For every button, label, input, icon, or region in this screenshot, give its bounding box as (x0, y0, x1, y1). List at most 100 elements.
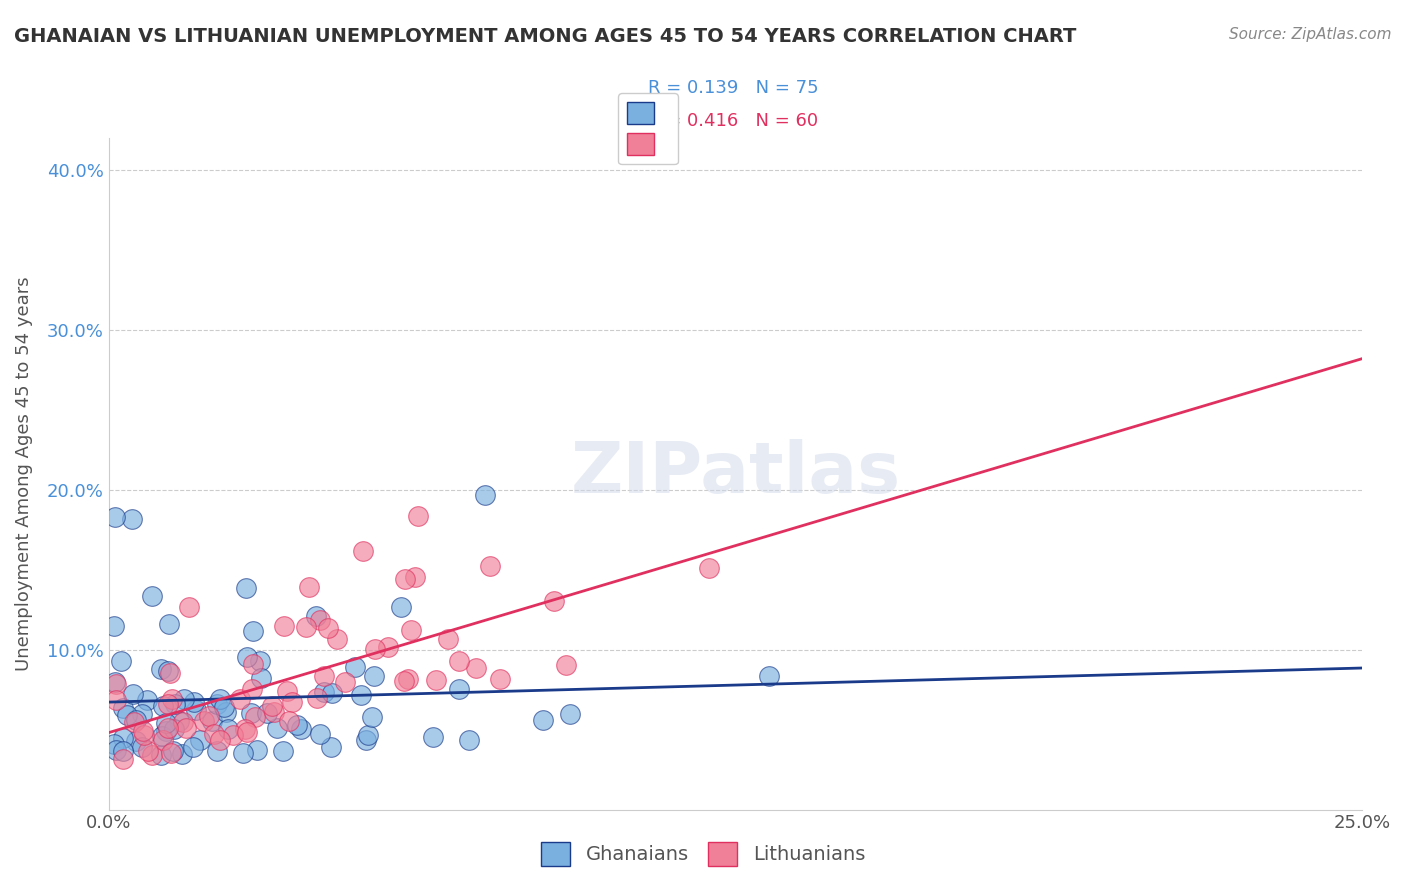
Point (404, 569, 426, 583)
Point (198, 708, 221, 723)
Point (295, 620, 318, 634)
Point (697, 561, 720, 575)
Legend: Ghanaians, Lithuanians: Ghanaians, Lithuanians (533, 834, 873, 873)
Point (356, 728, 378, 742)
Point (131, 740, 153, 755)
Point (172, 714, 194, 729)
Point (111, 752, 134, 766)
Point (217, 722, 239, 736)
Point (170, 747, 193, 762)
Point (152, 698, 174, 713)
Point (215, 705, 238, 719)
Point (193, 714, 215, 729)
Point (152, 732, 174, 747)
Point (115, 707, 138, 722)
Point (122, 687, 145, 701)
Point (488, 672, 510, 686)
Point (112, 743, 135, 757)
Point (352, 543, 374, 558)
Point (262, 698, 284, 713)
Point (136, 693, 159, 707)
Point (349, 688, 371, 702)
Point (156, 664, 179, 678)
Point (558, 706, 581, 721)
Point (162, 744, 184, 758)
Point (392, 673, 415, 688)
Point (236, 649, 259, 664)
Point (205, 697, 228, 711)
Point (141, 589, 163, 603)
Point (319, 739, 342, 754)
Point (394, 572, 416, 586)
Point (273, 619, 295, 633)
Point (221, 728, 243, 742)
Point (290, 722, 312, 736)
Point (478, 558, 501, 573)
Point (363, 642, 385, 657)
Point (425, 673, 447, 687)
Text: ZIPatlas: ZIPatlas (571, 439, 901, 508)
Point (165, 697, 187, 711)
Point (242, 624, 264, 638)
Point (316, 621, 339, 635)
Point (132, 728, 155, 742)
Point (285, 718, 308, 732)
Point (152, 729, 174, 743)
Point (235, 581, 257, 595)
Point (183, 695, 205, 709)
Point (360, 709, 382, 723)
Point (232, 747, 254, 761)
Text: Source: ZipAtlas.com: Source: ZipAtlas.com (1229, 27, 1392, 42)
Point (277, 714, 299, 728)
Point (326, 632, 349, 647)
Point (543, 593, 565, 607)
Point (167, 714, 190, 728)
Point (157, 721, 180, 735)
Point (474, 488, 496, 502)
Point (308, 613, 330, 627)
Point (188, 733, 211, 747)
Point (136, 743, 159, 757)
Point (276, 683, 298, 698)
Point (104, 677, 127, 691)
Point (174, 721, 197, 735)
Point (307, 691, 329, 706)
Point (155, 723, 177, 738)
Point (377, 640, 399, 654)
Point (250, 671, 273, 685)
Point (464, 661, 486, 675)
Text: R = 0.416   N = 60: R = 0.416 N = 60 (648, 112, 818, 130)
Point (125, 733, 148, 747)
Point (181, 739, 204, 754)
Legend: , : , (619, 94, 678, 164)
Point (208, 732, 231, 747)
Point (186, 703, 208, 717)
Point (150, 662, 173, 676)
Point (312, 668, 335, 682)
Point (157, 617, 180, 632)
Point (240, 706, 263, 720)
Point (173, 692, 195, 706)
Point (208, 692, 231, 706)
Point (104, 510, 127, 524)
Point (233, 722, 256, 736)
Point (202, 727, 225, 741)
Point (249, 654, 271, 668)
Point (236, 724, 259, 739)
Point (162, 692, 184, 706)
Point (457, 732, 479, 747)
Point (309, 727, 332, 741)
Point (105, 693, 128, 707)
Point (245, 710, 267, 724)
Point (104, 743, 127, 757)
Point (422, 730, 444, 744)
Point (271, 743, 294, 757)
Point (266, 721, 288, 735)
Point (305, 608, 328, 623)
Point (406, 509, 429, 524)
Point (156, 697, 179, 711)
Text: GHANAIAN VS LITHUANIAN UNEMPLOYMENT AMONG AGES 45 TO 54 YEARS CORRELATION CHART: GHANAIAN VS LITHUANIAN UNEMPLOYMENT AMON… (14, 27, 1077, 45)
Point (263, 706, 285, 720)
Point (177, 600, 200, 615)
Point (758, 669, 780, 683)
